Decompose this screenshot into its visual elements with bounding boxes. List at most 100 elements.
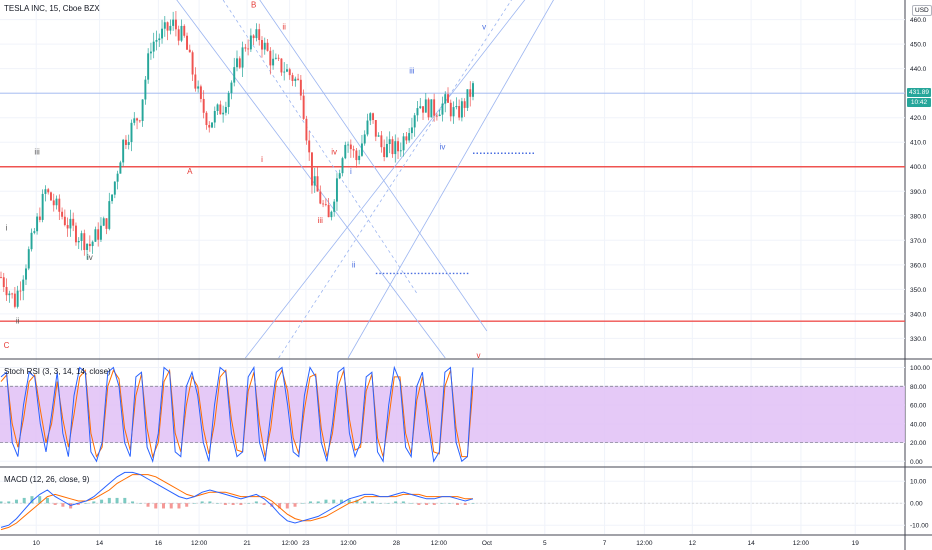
candle-body	[77, 240, 80, 243]
macd-signal-line	[0, 474, 473, 531]
macd-histogram-bar	[285, 503, 289, 509]
candle-body	[199, 86, 202, 99]
candle-body	[108, 201, 111, 229]
candle-body	[247, 48, 250, 50]
candle-body	[241, 47, 244, 68]
candle-body	[310, 152, 313, 186]
candle-body	[269, 50, 272, 66]
candle-body	[333, 201, 336, 212]
macd-histogram-bar	[123, 497, 127, 504]
candle-body	[194, 74, 197, 89]
wave-label: C	[4, 341, 10, 350]
wave-label: v	[482, 22, 486, 31]
y-tick-label: 410.0	[910, 140, 927, 147]
macd-histogram-bar	[208, 501, 212, 504]
candle-body	[44, 189, 47, 194]
candle-body	[2, 277, 5, 288]
macd-histogram-bar	[409, 503, 413, 504]
y-tick-label: 20.00	[910, 440, 927, 447]
candle-body	[466, 89, 469, 108]
wave-label: iv	[87, 253, 93, 262]
x-tick-label: 12:00	[191, 540, 208, 547]
macd-histogram-bar	[417, 503, 421, 505]
candle-body	[161, 28, 164, 39]
candle-body	[249, 35, 252, 50]
x-tick-label: 21	[243, 540, 251, 547]
candle-body	[230, 82, 233, 94]
candle-body	[330, 211, 333, 218]
x-tick-label: 12:00	[281, 540, 298, 547]
candle-body	[144, 79, 147, 100]
candle-body	[444, 94, 447, 104]
chart-title: TESLA INC, 15, Cboe BZX	[4, 4, 100, 13]
candle-body	[102, 218, 105, 226]
candle-body	[27, 249, 30, 269]
candle-body	[236, 58, 238, 68]
y-tick-label: 370.0	[910, 238, 927, 245]
candle-body	[302, 95, 305, 119]
currency-label[interactable]: USD	[912, 5, 932, 16]
macd-histogram-bar	[38, 496, 42, 504]
stoch-rsi-title: Stoch RSI (3, 3, 14, 14, close)	[4, 367, 111, 376]
macd-histogram-bar	[138, 503, 142, 504]
rsi-d-line	[0, 368, 474, 459]
candle-body	[83, 233, 86, 250]
candle-body	[127, 142, 130, 145]
wave-label: i	[261, 155, 263, 164]
y-tick-label: 0.00	[910, 459, 923, 466]
y-tick-label: 390.0	[910, 189, 927, 196]
candle-body	[274, 57, 277, 59]
candle-body	[324, 204, 327, 206]
candle-body	[372, 113, 375, 121]
candle-body	[435, 115, 438, 117]
candle-body	[460, 101, 463, 118]
macd-histogram-bar	[293, 503, 297, 507]
candle-body	[141, 99, 144, 121]
x-tick-label: 14	[748, 540, 756, 547]
candle-body	[22, 279, 25, 291]
candle-body	[197, 86, 200, 89]
candle-body	[263, 42, 266, 50]
macd-histogram-bar	[401, 501, 405, 504]
macd-histogram-bar	[131, 501, 135, 504]
candle-body	[305, 118, 308, 141]
candle-body	[252, 35, 255, 39]
x-tick-label: 16	[155, 540, 163, 547]
candle-body	[352, 149, 355, 151]
wave-label: iii	[34, 147, 40, 156]
candle-body	[155, 40, 158, 42]
macd-histogram-bar	[107, 497, 111, 504]
wave-label: A	[187, 167, 193, 176]
x-tick-label: 28	[393, 540, 401, 547]
candle-body	[191, 52, 194, 75]
y-tick-label: 10.00	[910, 479, 927, 486]
candle-body	[294, 78, 297, 81]
candle-body	[58, 198, 61, 212]
candle-body	[111, 194, 114, 202]
x-tick-label: Oct	[482, 540, 492, 547]
candle-body	[238, 58, 241, 68]
candle-body	[172, 19, 175, 26]
macd-histogram-bar	[115, 497, 119, 504]
candle-body	[36, 216, 39, 232]
macd-histogram-bar	[254, 501, 258, 504]
macd-histogram-bar	[278, 503, 282, 509]
channel-line	[176, 0, 446, 359]
macd-histogram-bar	[471, 503, 475, 504]
macd-histogram-bar	[161, 503, 165, 509]
candle-body	[105, 218, 108, 229]
candle-body	[5, 287, 8, 296]
candle-body	[47, 189, 50, 193]
candle-body	[55, 198, 58, 206]
candle-body	[211, 122, 213, 128]
candle-body	[186, 35, 188, 50]
candle-body	[377, 135, 380, 137]
macd-histogram-bar	[92, 501, 96, 504]
wave-label: i	[350, 167, 352, 176]
candle-body	[391, 139, 394, 155]
y-tick-label: 460.0	[910, 17, 927, 24]
candle-body	[338, 173, 341, 179]
macd-histogram-bar	[53, 503, 57, 505]
